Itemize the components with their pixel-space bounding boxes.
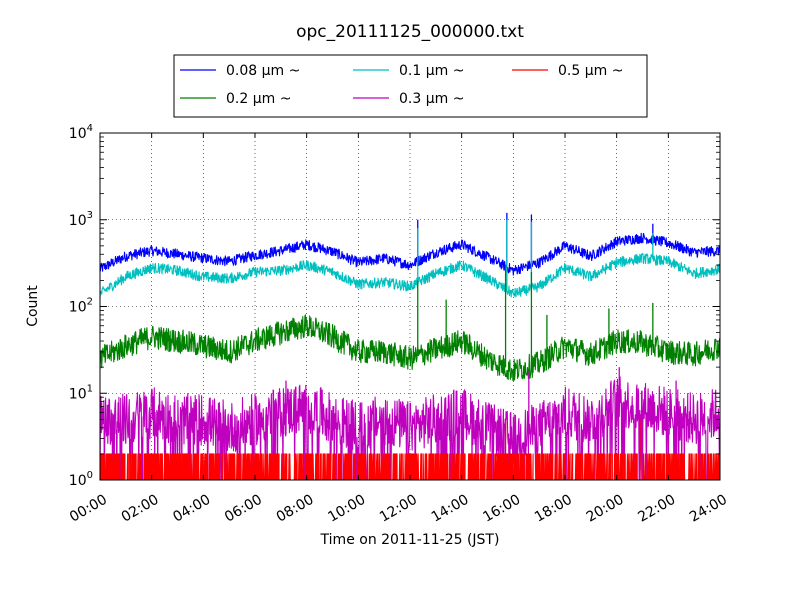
y-tick-label: 102: [69, 297, 93, 316]
y-tick-base: 10: [69, 300, 87, 316]
legend-label: 0.5 μm ~: [558, 63, 623, 79]
y-tick-exponent: 4: [87, 123, 93, 134]
y-tick-exponent: 0: [87, 470, 93, 481]
series-line: [99, 314, 721, 382]
legend-label: 0.3 μm ~: [399, 91, 464, 107]
y-tick-exponent: 2: [87, 297, 93, 308]
y-tick-exponent: 1: [87, 383, 93, 394]
y-tick-label: 101: [69, 383, 93, 402]
series-line: [99, 453, 721, 481]
series-line: [99, 376, 721, 481]
y-tick-exponent: 3: [87, 210, 93, 221]
y-axis-label: Count: [25, 285, 41, 327]
legend-label: 0.08 μm ~: [226, 63, 300, 79]
y-tick-label: 100: [69, 470, 93, 489]
y-tick-base: 10: [69, 386, 87, 402]
y-tick-base: 10: [69, 473, 87, 489]
y-tick-base: 10: [69, 126, 87, 142]
y-tick-label: 103: [69, 210, 93, 229]
legend: 0.08 μm ~ 0.2 μm ~ 0.1 μm ~ 0.3 μm ~ 0.5 μm …: [173, 54, 648, 118]
x-axis-label: Time on 2011-11-25 (JST): [320, 532, 500, 548]
legend-box: [173, 54, 648, 118]
y-tick-base: 10: [69, 213, 87, 229]
legend-label: 0.2 μm ~: [226, 91, 291, 107]
series-group: [99, 212, 721, 481]
legend-label: 0.1 μm ~: [399, 63, 464, 79]
series-line: [99, 232, 721, 276]
chart-title: opc_20111125_000000.txt: [296, 22, 524, 42]
y-tick-label: 104: [69, 123, 93, 142]
series-line: [99, 252, 721, 299]
